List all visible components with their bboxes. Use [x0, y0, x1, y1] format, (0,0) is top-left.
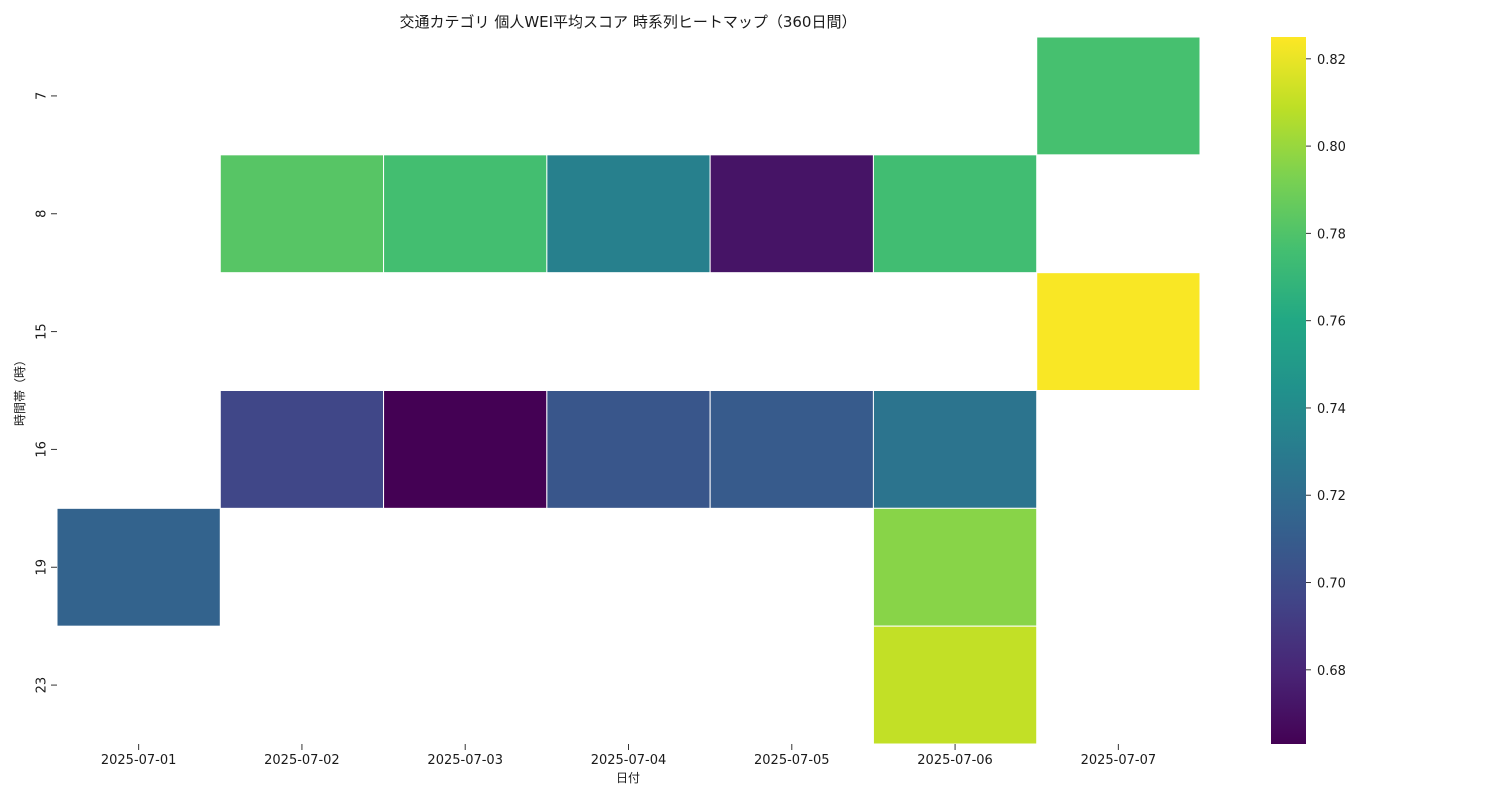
- x-axis: 2025-07-01 2025-07-02 2025-07-03 2025-07-04…: [101, 744, 1156, 768]
- x-tick-label: 2025-07-04: [591, 753, 667, 768]
- y-tick-label: 8: [35, 210, 50, 218]
- y-tick-label: 15: [35, 323, 50, 340]
- colorbar-tick-label: 0.78: [1317, 227, 1346, 242]
- y-axis-label: 時間帯（時）: [13, 354, 27, 426]
- heatmap-cell: [872, 390, 1038, 509]
- y-tick-label: 19: [35, 559, 50, 576]
- heatmap-cell: [1036, 272, 1201, 391]
- heatmap-cell: [709, 390, 874, 509]
- heatmap-cell: [219, 390, 385, 509]
- colorbar-tick-label: 0.68: [1317, 664, 1346, 679]
- colorbar-tick-label: 0.80: [1317, 140, 1346, 155]
- x-tick-label: 2025-07-02: [264, 753, 340, 768]
- heatmap-cell: [383, 154, 548, 274]
- heatmap-cell: [383, 390, 548, 509]
- y-tick-label: 16: [35, 441, 50, 458]
- x-tick-label: 2025-07-01: [101, 753, 177, 768]
- heatmap-cell: [56, 507, 221, 627]
- heatmap-cell: [546, 154, 711, 274]
- heatmap-cell: [872, 154, 1038, 274]
- y-tick-label: 7: [35, 92, 50, 100]
- colorbar-tick-label: 0.72: [1317, 489, 1346, 504]
- heatmap-cells: [56, 36, 1201, 745]
- x-tick-label: 2025-07-07: [1081, 753, 1157, 768]
- colorbar-tick-label: 0.76: [1317, 315, 1346, 330]
- chart-title: 交通カテゴリ 個人WEI平均スコア 時系列ヒートマップ（360日間）: [400, 13, 857, 31]
- colorbar-tick-label: 0.74: [1317, 402, 1346, 417]
- y-tick-label: 23: [35, 677, 50, 694]
- y-axis: 7 8 15 16 19 23: [35, 92, 57, 694]
- colorbar: [1271, 37, 1306, 744]
- colorbar-axis: 0.68 0.70 0.72 0.74 0.76 0.78 0.80 0.82: [1306, 53, 1346, 679]
- x-axis-label: 日付: [616, 771, 640, 785]
- heatmap-cell: [709, 154, 874, 274]
- heatmap-cell: [546, 390, 711, 509]
- colorbar-tick-label: 0.82: [1317, 53, 1346, 68]
- colorbar-tick-label: 0.70: [1317, 577, 1346, 592]
- heatmap-cell: [1036, 36, 1201, 156]
- x-tick-label: 2025-07-05: [754, 753, 830, 768]
- x-tick-label: 2025-07-06: [917, 753, 993, 768]
- heatmap-cell: [219, 154, 385, 274]
- x-tick-label: 2025-07-03: [427, 753, 503, 768]
- heatmap-cell: [872, 625, 1038, 745]
- heatmap-cell: [872, 507, 1038, 627]
